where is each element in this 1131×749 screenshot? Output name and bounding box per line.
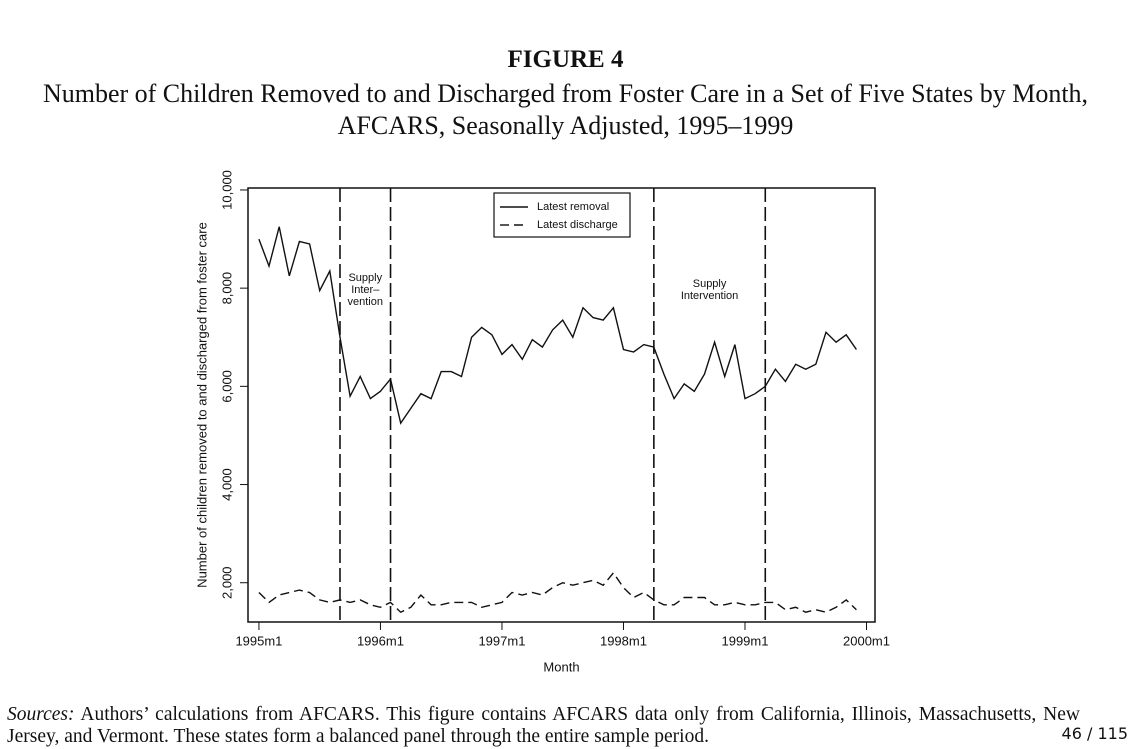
sources-text: Authors’ calculations from AFCARS. This …: [7, 704, 1080, 747]
figure-title: Number of Children Removed to and Discha…: [42, 79, 1089, 140]
y-axis-label: Number of children removed to and discha…: [194, 222, 209, 588]
annotation: Intervention: [681, 290, 738, 302]
legend-label: Latest discharge: [537, 219, 618, 231]
sources-label: Sources:: [7, 704, 75, 725]
x-tick-label: 2000m1: [843, 633, 890, 648]
series-line: [258, 226, 857, 425]
annotation: Supply: [348, 272, 382, 284]
x-tick-label: 1997m1: [478, 633, 525, 648]
x-tick-label: 1996m1: [357, 633, 404, 648]
series-line: [258, 571, 857, 614]
x-tick-label: 1999m1: [721, 633, 768, 648]
y-tick-label: 6,000: [219, 370, 234, 403]
y-tick-label: 8,000: [219, 272, 234, 305]
x-tick-label: 1998m1: [600, 633, 647, 648]
x-axis-label: Month: [543, 659, 579, 674]
y-tick-label: 2,000: [219, 566, 234, 599]
page-number: 46 / 115: [1061, 724, 1128, 743]
annotation: vention: [348, 296, 383, 308]
y-tick-label: 4,000: [219, 468, 234, 501]
y-tick-label: 10,000: [219, 170, 234, 210]
x-tick-label: 1995m1: [235, 633, 282, 648]
annotation: Inter–: [351, 284, 380, 296]
figure-label: FIGURE 4: [507, 46, 624, 73]
chart: 2,000 4,000 6,000 8,000 10,000 1995m1 1996m1 19…: [194, 170, 890, 674]
plot-frame: [247, 187, 876, 623]
legend-label: Latest removal: [537, 201, 609, 213]
sources: Sources: Authors’ calculations from AFCA…: [7, 704, 1080, 748]
legend-box: [493, 192, 631, 238]
annotation: Supply: [693, 278, 727, 290]
